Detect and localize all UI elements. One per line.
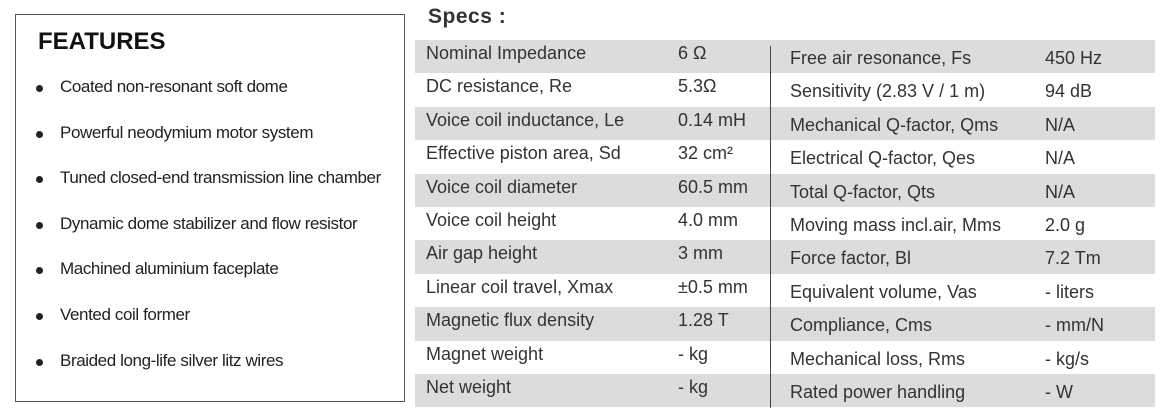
spec-label: Air gap height — [426, 243, 538, 264]
spec-label: Linear coil travel, Xmax — [426, 276, 614, 297]
spec-label: Magnetic flux density — [426, 310, 595, 331]
spec-row: Air gap height 3 mm Force factor, Bl 7.2 Tm — [415, 240, 1155, 274]
spec-value: 32 cm² — [678, 143, 734, 164]
spec-row: Magnet weight - kg Mechanical loss, Rms - k… — [415, 340, 1155, 374]
feature-item: Machined aluminium faceplate — [60, 259, 279, 279]
spec-label: Voice coil inductance, Le — [426, 109, 625, 130]
spec-label: Mechanical Q-factor, Qms — [790, 114, 999, 135]
spec-value: N/A — [1045, 148, 1076, 169]
spec-value: - W — [1045, 382, 1073, 402]
spec-label: Equivalent volume, Vas — [790, 281, 977, 302]
spec-value: 5.3Ω — [678, 76, 717, 97]
bullet — [36, 85, 43, 92]
spec-label: Mechanical loss, Rms — [790, 348, 966, 369]
spec-row: Magnetic flux density 1.28 T Compliance, C… — [415, 307, 1155, 341]
spec-value: - mm/N — [1045, 315, 1104, 336]
spec-row: Voice coil height 4.0 mm Moving mass incl.… — [415, 207, 1155, 241]
spec-row: Net weight - kg Rated power handling - W — [415, 374, 1155, 408]
spec-label: Sensitivity (2.83 V / 1 m) — [790, 81, 986, 102]
feature-item: Braided long-life silver litz wires — [60, 350, 284, 370]
feature-item: Dynamic dome stabilizer and flow resisto… — [60, 213, 358, 233]
feature-item: Vented coil former — [60, 305, 190, 324]
spec-label: Nominal Impedance — [426, 43, 587, 63]
spec-value: 0.14 mH — [678, 109, 747, 130]
spec-label: Effective piston area, Sd — [426, 143, 621, 164]
spec-row: Linear coil travel, Xmax ±0.5 mm Equivalen… — [415, 273, 1155, 308]
spec-label: Compliance, Cms — [790, 315, 933, 336]
spec-label: Magnet weight — [426, 343, 544, 364]
spec-value: - kg/s — [1045, 348, 1090, 369]
feature-item: Tuned closed-end transmission line chamb… — [60, 168, 381, 188]
spec-label: Rated power handling — [790, 382, 966, 402]
spec-label: Moving mass incl.air, Mms — [790, 215, 1002, 235]
spec-label: Force factor, Bl — [790, 248, 912, 269]
spec-value: - kg — [678, 377, 709, 397]
spec-label: Free air resonance, Fs — [790, 48, 972, 68]
spec-label: Net weight — [426, 377, 512, 397]
bullet — [36, 176, 43, 184]
spec-value: 2.0 g — [1045, 215, 1086, 235]
spec-value: 4.0 mm — [678, 210, 739, 230]
feature-item: Powerful neodymium motor system — [60, 122, 314, 142]
spec-row: Voice coil inductance, Le 0.14 mH Mechanic… — [415, 106, 1155, 141]
bullet — [36, 130, 43, 138]
spec-value: 94 dB — [1045, 81, 1093, 102]
column-divider — [770, 46, 771, 408]
spec-value: 60.5 mm — [678, 176, 749, 197]
spec-value: 7.2 Tm — [1045, 248, 1101, 269]
bullet — [36, 221, 43, 229]
spec-label: Total Q-factor, Qts — [790, 181, 936, 202]
features-box — [15, 14, 405, 402]
spec-value: 6 Ω — [678, 43, 707, 63]
spec-value: 450 Hz — [1045, 48, 1103, 68]
features-title: FEATURES — [38, 28, 166, 55]
spec-value: - liters — [1045, 281, 1094, 302]
spec-label: Voice coil height — [426, 210, 557, 230]
spec-value: N/A — [1045, 114, 1076, 135]
specs-title: Specs : — [428, 5, 507, 28]
spec-value: 3 mm — [678, 243, 723, 264]
spec-row: Voice coil diameter 60.5 mm Total Q-factor… — [415, 173, 1155, 207]
bullet — [36, 358, 43, 366]
spec-value: N/A — [1045, 181, 1076, 202]
spec-row: Effective piston area, Sd 32 cm² Electrica… — [415, 140, 1155, 174]
spec-label: Voice coil diameter — [426, 176, 578, 197]
bullet — [36, 313, 43, 320]
spec-value: ±0.5 mm — [678, 276, 748, 297]
feature-item: Coated non-resonant soft dome — [60, 77, 288, 96]
spec-value: - kg — [678, 343, 709, 364]
spec-row: Nominal Impedance 6 Ω Free air resonance, … — [415, 40, 1155, 74]
bullet — [36, 267, 43, 275]
spec-row: DC resistance, Re 5.3Ω Sensitivity (2.83 V… — [415, 73, 1155, 107]
spec-label: Electrical Q-factor, Qes — [790, 148, 976, 169]
spec-label: DC resistance, Re — [426, 76, 573, 97]
spec-value: 1.28 T — [678, 310, 729, 331]
